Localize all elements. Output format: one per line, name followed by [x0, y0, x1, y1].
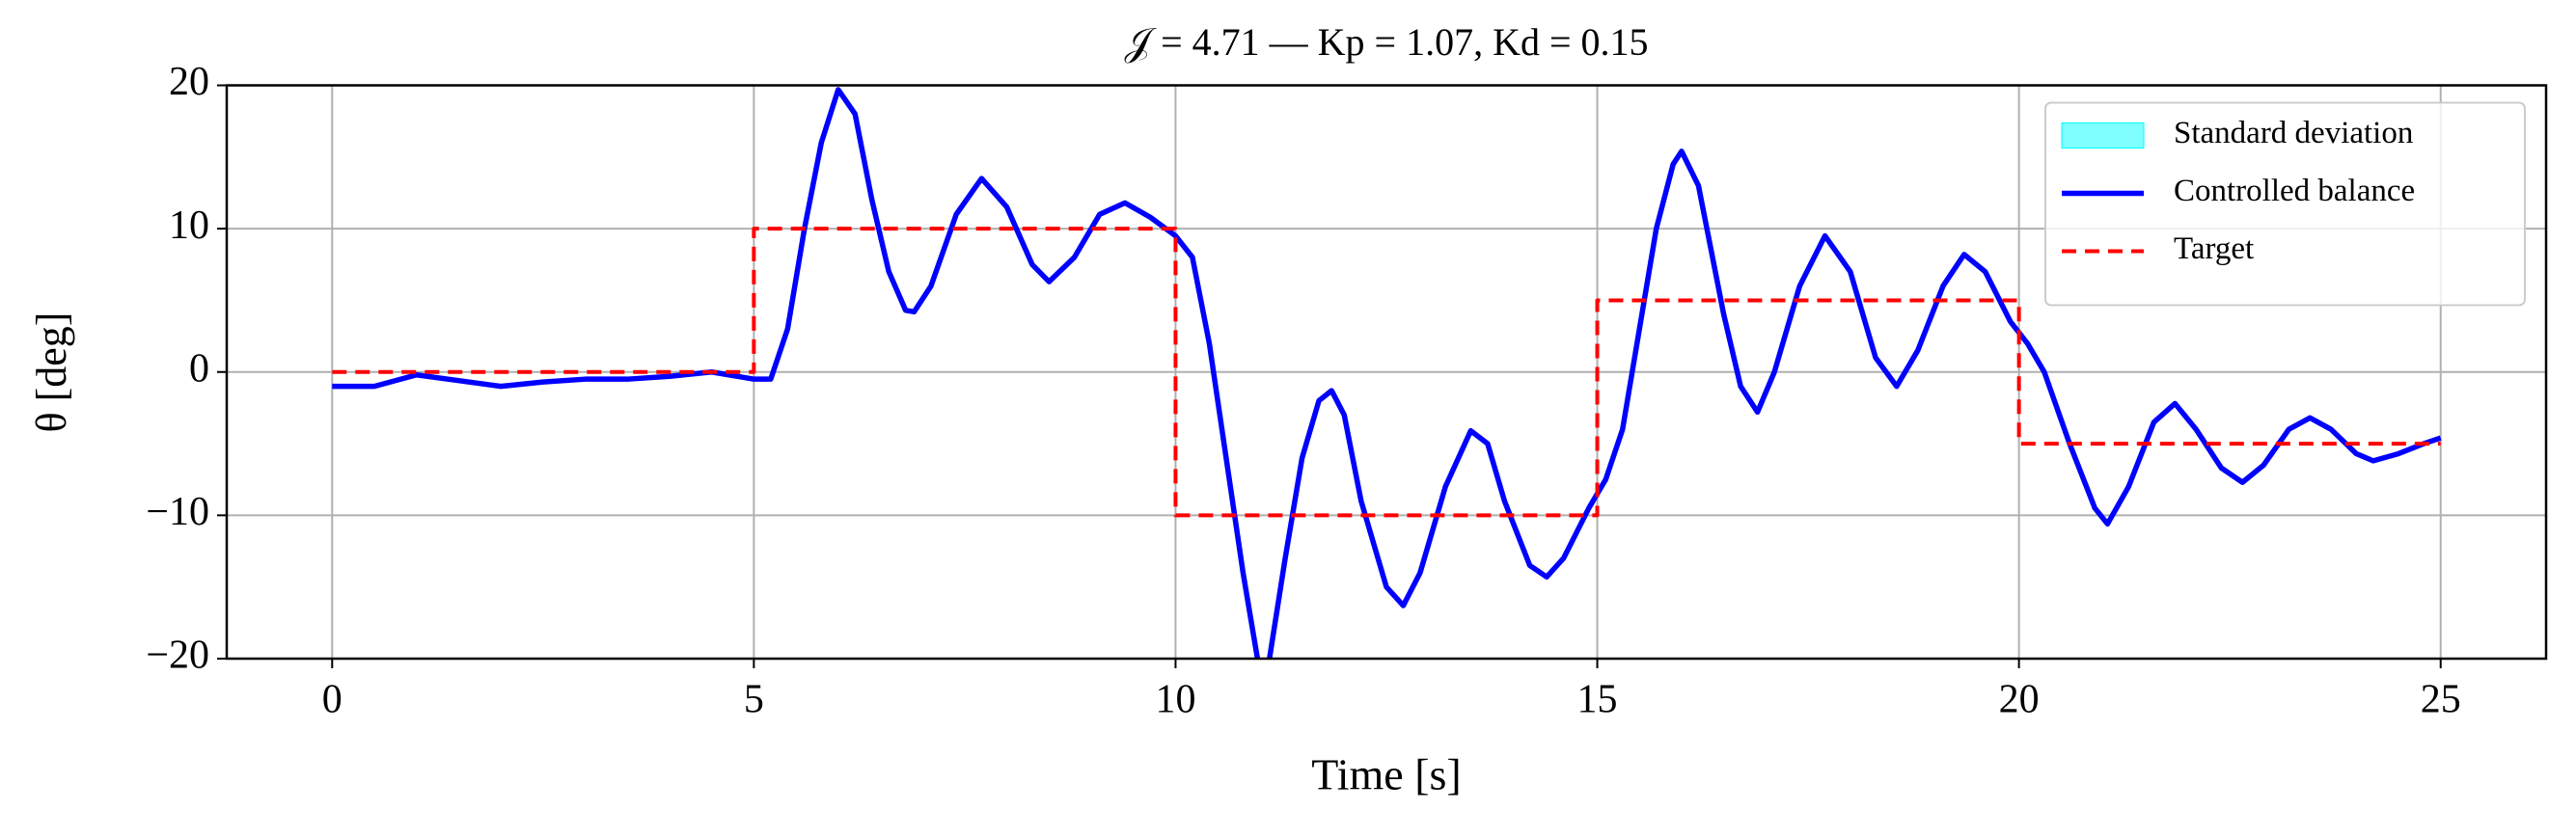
line-series	[332, 227, 2441, 518]
legend-label: Target	[2174, 231, 2254, 266]
y-tick-label: 20	[169, 60, 209, 104]
legend-swatch	[2061, 122, 2145, 149]
legend-label: Controlled balance	[2174, 174, 2415, 208]
plot-area	[332, 87, 2442, 659]
legend-box	[2044, 101, 2526, 307]
y-axis-label: θ [deg]	[28, 312, 75, 433]
plot-frame	[225, 84, 2548, 661]
x-tick-label: 25	[2421, 678, 2461, 722]
x-tick-label: 0	[322, 678, 343, 722]
chart-title: 𝒥 = 4.71 — Kp = 1.07, Kd = 0.15	[1124, 20, 1648, 64]
y-tick-label: 10	[169, 203, 209, 248]
x-tick-label: 10	[1155, 678, 1195, 722]
x-tick-label: 15	[1577, 678, 1618, 722]
y-tick-label: 0	[189, 346, 209, 391]
x-tick-label: 20	[1999, 678, 2040, 722]
y-tick-label: −20	[146, 634, 209, 678]
line-series	[332, 87, 2442, 659]
x-tick-label: 5	[744, 678, 764, 722]
x-axis-label: Time [s]	[1311, 750, 1462, 799]
legend-label: Standard deviation	[2174, 116, 2413, 150]
y-tick-label: −10	[146, 490, 209, 534]
